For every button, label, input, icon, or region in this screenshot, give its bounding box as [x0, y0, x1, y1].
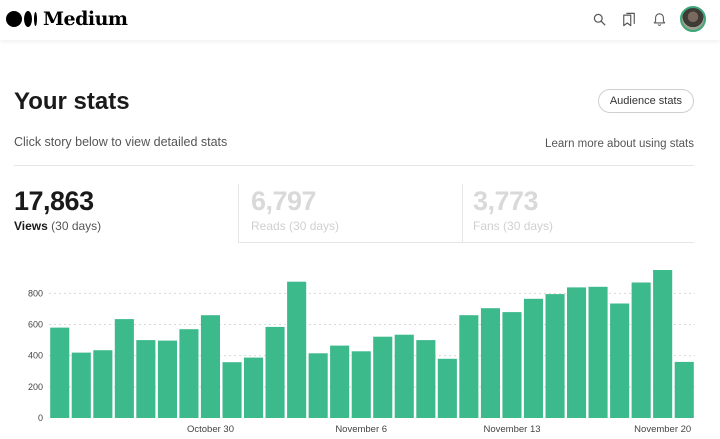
bar-day-16[interactable]: [373, 336, 393, 418]
top-nav-bar: Medium: [0, 0, 720, 40]
tab-reads[interactable]: 6,797 Reads (30 days): [238, 184, 462, 243]
bar-day-27[interactable]: [610, 303, 630, 419]
y-tick-label: 200: [28, 382, 43, 392]
bar-day-14[interactable]: [330, 345, 350, 418]
bar-day-15[interactable]: [351, 351, 371, 418]
top-nav-actions: [590, 6, 706, 32]
fans-label-text: Fans: [473, 219, 500, 233]
bar-day-10[interactable]: [244, 357, 264, 418]
fans-count: 3,773: [473, 186, 539, 216]
reads-period: (30 days): [289, 219, 340, 233]
views-label-text: Views: [14, 219, 48, 233]
header-divider: [14, 165, 694, 166]
views-period: (30 days): [51, 219, 102, 233]
medium-logo-mark: [6, 11, 37, 27]
bar-day-25[interactable]: [567, 287, 587, 418]
bar-day-22[interactable]: [502, 312, 522, 418]
bar-day-1[interactable]: [50, 327, 70, 418]
bar-day-29[interactable]: [653, 270, 673, 418]
fans-period: (30 days): [503, 219, 554, 233]
bell-icon[interactable]: [650, 10, 668, 28]
user-avatar[interactable]: [680, 6, 706, 32]
bar-day-2[interactable]: [71, 352, 91, 418]
search-icon[interactable]: [590, 10, 608, 28]
bar-day-11[interactable]: [265, 326, 285, 418]
x-tick-label: November 6: [335, 424, 387, 435]
bar-day-17[interactable]: [394, 334, 414, 418]
views-label: Views (30 days): [14, 219, 238, 233]
y-tick-label: 400: [28, 351, 43, 361]
y-tick-label: 600: [28, 320, 43, 330]
bar-day-18[interactable]: [416, 340, 436, 418]
reads-count: 6,797: [251, 186, 317, 216]
bar-day-8[interactable]: [200, 315, 220, 418]
fans-label: Fans (30 days): [473, 219, 694, 233]
metric-tabs: 17,863 Views (30 days) 6,797 Reads (30 d…: [14, 184, 694, 243]
bar-day-20[interactable]: [459, 315, 479, 418]
bar-day-30[interactable]: [674, 361, 694, 418]
views-count: 17,863: [14, 186, 94, 216]
learn-more-stats-link[interactable]: Learn more about using stats: [545, 138, 694, 150]
tab-views[interactable]: 17,863 Views (30 days): [14, 184, 238, 243]
logo-text: Medium: [43, 8, 128, 30]
bar-day-26[interactable]: [588, 286, 608, 418]
tab-fans[interactable]: 3,773 Fans (30 days): [462, 184, 694, 243]
medium-logo[interactable]: Medium: [6, 8, 128, 30]
bar-day-28[interactable]: [631, 282, 651, 419]
bar-day-21[interactable]: [480, 308, 500, 418]
y-tick-label: 800: [28, 288, 43, 298]
bar-day-3[interactable]: [93, 350, 113, 418]
bar-day-13[interactable]: [308, 353, 328, 418]
bar-day-7[interactable]: [179, 329, 199, 418]
bar-day-4[interactable]: [114, 319, 134, 418]
reads-label: Reads (30 days): [251, 219, 462, 233]
page-title: Your stats: [14, 88, 130, 115]
bar-day-19[interactable]: [437, 358, 457, 418]
bar-day-23[interactable]: [523, 298, 543, 418]
bar-day-12[interactable]: [287, 281, 307, 418]
reads-label-text: Reads: [251, 219, 286, 233]
bar-day-24[interactable]: [545, 294, 565, 418]
bar-day-6[interactable]: [157, 340, 177, 418]
bar-day-5[interactable]: [136, 340, 156, 418]
y-tick-label: 0: [38, 413, 43, 423]
views-bar-chart: 0 200 400 600 800 October 30 November 6 Novembe…: [28, 270, 695, 435]
audience-stats-button[interactable]: Audience stats: [597, 89, 694, 113]
x-tick-label: November 13: [483, 424, 540, 435]
bar-day-9[interactable]: [222, 362, 242, 418]
x-tick-label: October 30: [187, 424, 234, 435]
x-tick-label: November 20: [634, 424, 691, 435]
page-subtitle: Click story below to view detailed stats: [14, 135, 228, 149]
bookmarks-icon[interactable]: [620, 10, 638, 28]
